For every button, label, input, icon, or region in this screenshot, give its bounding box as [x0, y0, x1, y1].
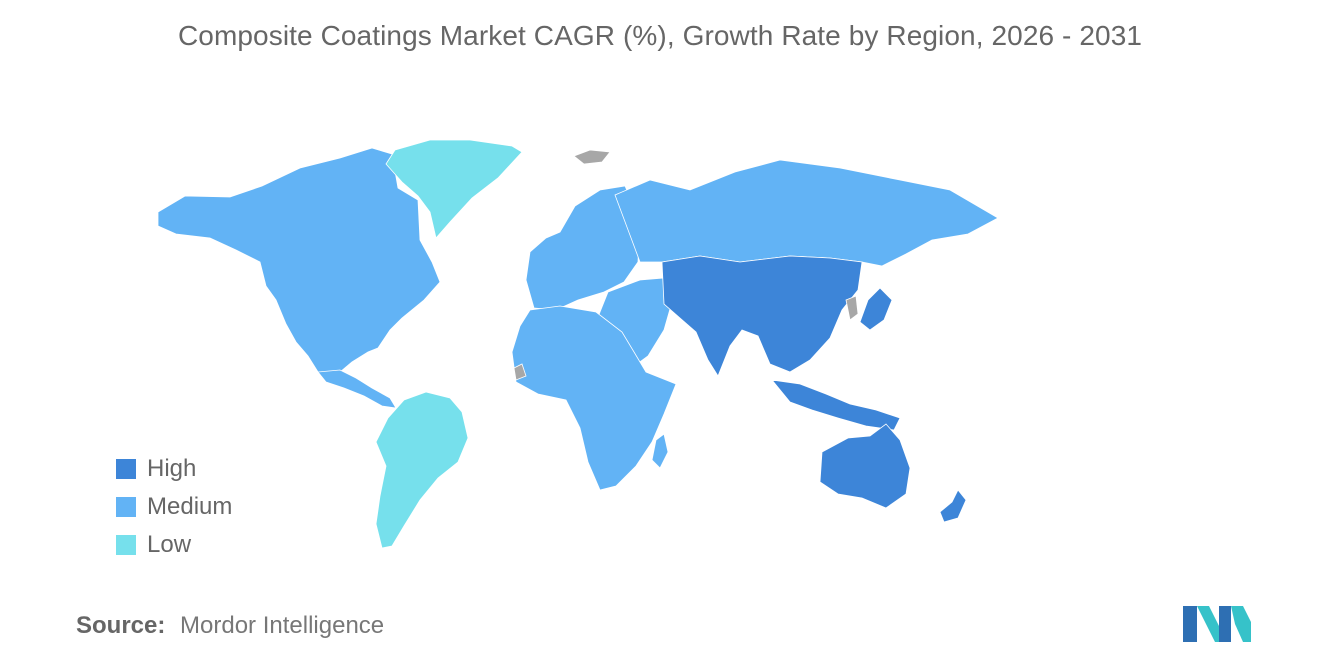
region-australia: [819, 423, 911, 509]
source-label: Source:: [76, 612, 166, 639]
legend-item-high: High: [116, 450, 232, 488]
region-no-data-svalbard: [573, 149, 611, 165]
region-south-america: [375, 391, 469, 549]
source-value: Mordor Intelligence: [180, 612, 385, 639]
region-madagascar: [651, 433, 669, 469]
region-africa: [511, 305, 677, 491]
region-no-data-western-sahara: [513, 363, 527, 381]
region-greenland: [385, 139, 523, 239]
chart-title: Composite Coatings Market CAGR (%), Grow…: [177, 20, 1143, 51]
region-japan: [859, 287, 893, 331]
region-asia: [661, 255, 863, 377]
region-russia: [614, 159, 999, 267]
legend: High Medium Low: [116, 450, 232, 564]
legend-item-medium: Medium: [116, 488, 232, 526]
region-north-america: [157, 147, 441, 383]
legend-label-high: High: [147, 455, 197, 482]
region-southeast-asia: [771, 379, 901, 431]
legend-label-medium: Medium: [147, 493, 233, 520]
legend-swatch-medium: [116, 497, 136, 517]
legend-label-low: Low: [147, 531, 192, 558]
legend-swatch-low: [116, 535, 136, 555]
legend-swatch-high: [116, 459, 136, 479]
region-central-america: [317, 369, 397, 409]
source-line: Source: Mordor Intelligence: [76, 612, 384, 640]
region-new-zealand: [939, 489, 967, 523]
legend-item-low: Low: [116, 526, 232, 564]
mordor-logo-icon: [1183, 606, 1251, 642]
region-no-data-korea: [845, 295, 859, 321]
